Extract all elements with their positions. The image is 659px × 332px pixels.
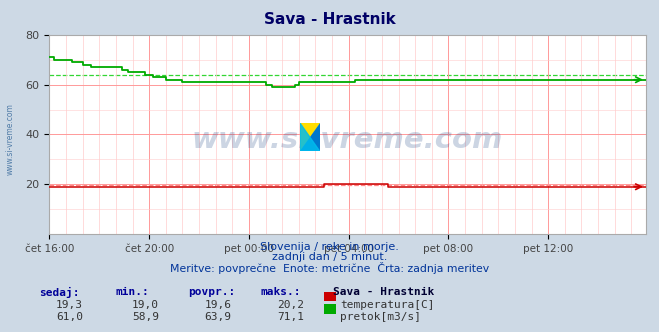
Text: min.:: min.:: [115, 287, 149, 297]
Text: 20,2: 20,2: [277, 300, 304, 310]
Text: zadnji dan / 5 minut.: zadnji dan / 5 minut.: [272, 252, 387, 262]
Text: www.si-vreme.com: www.si-vreme.com: [192, 126, 503, 154]
Polygon shape: [300, 123, 320, 151]
Text: www.si-vreme.com: www.si-vreme.com: [5, 104, 14, 175]
Polygon shape: [300, 123, 320, 151]
Text: 19,6: 19,6: [204, 300, 231, 310]
Text: Slovenija / reke in morje.: Slovenija / reke in morje.: [260, 242, 399, 252]
Text: 61,0: 61,0: [56, 312, 83, 322]
Text: 58,9: 58,9: [132, 312, 159, 322]
Text: Sava - Hrastnik: Sava - Hrastnik: [333, 287, 434, 297]
Text: 19,0: 19,0: [132, 300, 159, 310]
Text: 71,1: 71,1: [277, 312, 304, 322]
Text: 19,3: 19,3: [56, 300, 83, 310]
Text: pretok[m3/s]: pretok[m3/s]: [340, 312, 421, 322]
Text: Sava - Hrastnik: Sava - Hrastnik: [264, 12, 395, 27]
Text: Meritve: povprečne  Enote: metrične  Črta: zadnja meritev: Meritve: povprečne Enote: metrične Črta:…: [170, 262, 489, 274]
Text: sedaj:: sedaj:: [40, 287, 80, 298]
Text: 63,9: 63,9: [204, 312, 231, 322]
Polygon shape: [300, 123, 320, 151]
Text: povpr.:: povpr.:: [188, 287, 235, 297]
Text: maks.:: maks.:: [260, 287, 301, 297]
Text: temperatura[C]: temperatura[C]: [340, 300, 434, 310]
